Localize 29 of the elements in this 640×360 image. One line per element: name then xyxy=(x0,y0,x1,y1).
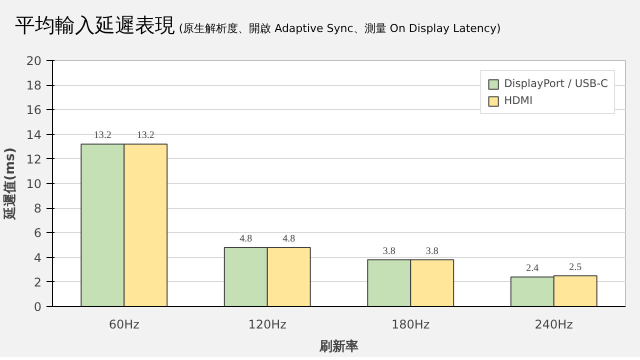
x-axis-title: 刷新率 xyxy=(318,338,358,354)
x-tick-label: 120Hz xyxy=(248,318,286,332)
data-label: 2.5 xyxy=(569,262,582,273)
data-label: 13.2 xyxy=(136,130,154,142)
data-label: 13.2 xyxy=(94,130,112,142)
data-label: 3.8 xyxy=(426,246,438,257)
x-tick-label: 240Hz xyxy=(534,318,573,332)
data-label: 4.8 xyxy=(282,233,296,244)
x-tick-label: 180Hz xyxy=(392,318,430,332)
data-label: 3.8 xyxy=(382,246,396,257)
y-tick-label: 18 xyxy=(26,78,42,93)
y-tick-label: 16 xyxy=(26,103,42,118)
y-tick-label: 6 xyxy=(34,226,42,240)
y-tick-label: 14 xyxy=(26,128,42,142)
y-tick-label: 2 xyxy=(34,275,42,290)
y-axis-title: 延遲值(ms) xyxy=(3,147,18,221)
legend-label: DisplayPort / USB-C xyxy=(504,77,608,90)
y-tick-label: 12 xyxy=(26,152,42,166)
y-tick-label: 10 xyxy=(26,177,42,191)
legend-label: HDMI xyxy=(504,94,533,107)
data-label: 4.8 xyxy=(240,233,252,244)
y-tick-label: 20 xyxy=(26,54,42,68)
data-label: 2.4 xyxy=(526,262,539,274)
x-tick-label: 60Hz xyxy=(108,318,140,332)
y-tick-label: 8 xyxy=(34,202,42,216)
y-tick-label: 0 xyxy=(34,300,42,314)
chart-title: 平均輸入延遲表現 xyxy=(15,13,175,37)
y-tick-label: 4 xyxy=(34,250,42,265)
chart-subtitle: (原生解析度、開啟 Adaptive Sync、測量 On Display Latency) xyxy=(178,22,501,35)
